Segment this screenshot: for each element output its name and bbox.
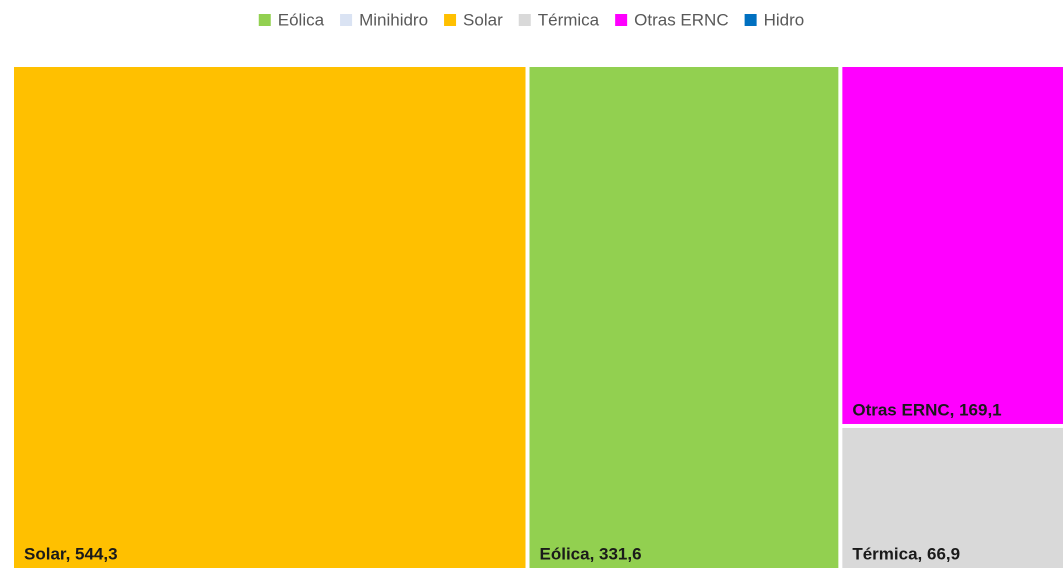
data-label: Solar, 544,3: [24, 544, 118, 563]
legend-label: Térmica: [538, 10, 600, 29]
legend-swatch: [615, 14, 628, 26]
legend-swatch: [258, 14, 271, 26]
legend-swatch: [518, 14, 531, 26]
data-label: Térmica, 66,9: [852, 544, 960, 563]
legend-swatch: [744, 14, 757, 26]
legend-label: Eólica: [278, 10, 325, 29]
treemap-tile: [842, 67, 1063, 424]
legend-label: Solar: [463, 10, 503, 29]
legend-label: Otras ERNC: [634, 10, 728, 29]
treemap-tile: [14, 67, 526, 568]
legend-label: Hidro: [764, 10, 805, 29]
legend-label: Minihidro: [359, 10, 428, 29]
plot-area: Solar, 544,3 Eólica, 331,6 Otras ERNC, 169…: [14, 67, 1063, 568]
legend-swatch: [444, 14, 457, 26]
data-label: Otras ERNC, 169,1: [852, 400, 1001, 419]
data-label: Eólica, 331,6: [540, 544, 642, 563]
treemap-tile: [842, 427, 1063, 568]
legend-swatch: [340, 14, 353, 26]
treemap-tile: [529, 67, 839, 568]
legend: Eólica Minihidro Solar Térmica Otras ERNC Hid…: [258, 10, 805, 29]
